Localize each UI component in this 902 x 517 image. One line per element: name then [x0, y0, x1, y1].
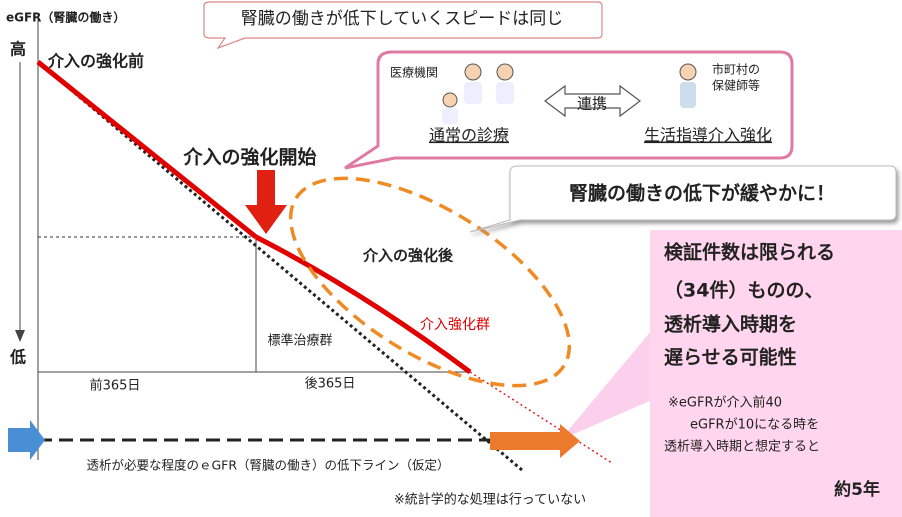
result-line: 透析導入時期を — [664, 313, 797, 336]
blue-arrow — [8, 420, 45, 460]
intervention-label: 介入強化群 — [420, 317, 490, 333]
result-line: （34件）ものの、 — [664, 279, 823, 302]
top-callout — [203, 1, 603, 50]
low-label: 低 — [9, 348, 26, 367]
callout-text: 腎臓の働きが低下していくスピードは同じ — [241, 9, 564, 29]
guidance-label: 生活指導介入強化 — [644, 126, 772, 145]
before-days: 前365日 — [90, 378, 141, 394]
people-icons — [442, 63, 697, 124]
result-note: 透析導入時期と想定すると — [664, 439, 820, 455]
city-label: 保健師等 — [712, 79, 760, 93]
after-days: 後365日 — [305, 377, 356, 392]
result-line: 遅らせる可能性 — [664, 346, 797, 369]
standard-label: 標準治療群 — [267, 333, 332, 349]
start-arrow — [257, 170, 275, 206]
before-line — [36, 60, 258, 239]
y-arrow-head — [15, 330, 25, 342]
intervention-extension — [469, 371, 613, 464]
high-label: 高 — [10, 40, 26, 59]
after-label: 介入の強化後 — [362, 247, 454, 265]
axis-label: eGFR（腎臓の働き） — [6, 10, 125, 25]
dialysis-label: 透析が必要な程度のｅGFR（腎臓の働き）の低下ライン（仮定） — [86, 458, 449, 473]
slow-callout — [469, 165, 897, 233]
orange-arrow — [490, 424, 580, 458]
after-line — [254, 234, 472, 375]
normal-care-label: 通常の診療 — [429, 126, 509, 145]
before-label: 介入の強化前 — [47, 52, 144, 71]
highlight-ellipse — [288, 176, 572, 388]
city-label: 市町村の — [712, 62, 760, 77]
result-note: ※eGFRが介入前40 — [668, 395, 782, 411]
result-line: 検証件数は限られる — [664, 241, 835, 264]
start-arrow-head — [245, 205, 287, 234]
link-arrow — [544, 84, 641, 118]
slow-callout-text: 腎臓の働きの低下が緩やかに！ — [569, 182, 835, 205]
stat-note: ※統計学的な処理は行っていない — [394, 492, 586, 508]
result-value: 約5年 — [834, 479, 880, 500]
result-note: eGFRが10になる時を — [690, 418, 819, 433]
cooperation-callout — [344, 50, 794, 170]
link-label: 連携 — [577, 95, 607, 113]
result-pointer — [560, 330, 652, 440]
hospital-label: 医療機関 — [390, 65, 438, 80]
start-label: 介入の強化開始 — [182, 146, 316, 169]
result-box — [650, 230, 902, 517]
